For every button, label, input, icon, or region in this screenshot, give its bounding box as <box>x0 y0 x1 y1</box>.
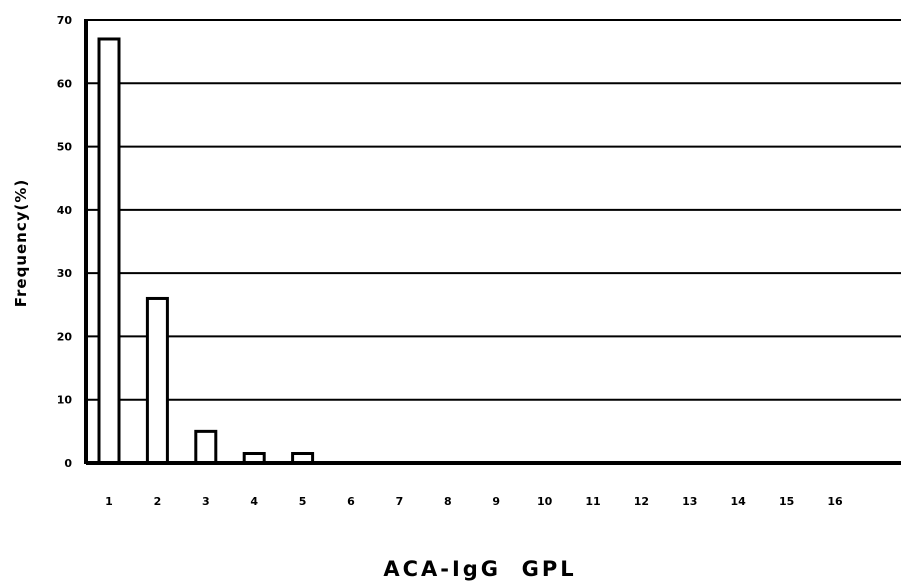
bar-2 <box>145 296 169 465</box>
x-tick-label: 16 <box>827 495 843 508</box>
x-tick-label: 7 <box>396 495 404 508</box>
x-tick-label: 13 <box>682 495 697 508</box>
x-tick-label: 5 <box>299 495 307 508</box>
bar-1 <box>97 37 121 465</box>
x-tick-label: 6 <box>347 495 355 508</box>
y-tick-label: 50 <box>57 141 73 154</box>
y-tick-label: 40 <box>57 204 73 217</box>
x-tick-label: 2 <box>154 495 162 508</box>
x-tick-label: 14 <box>731 495 747 508</box>
x-tick-label: 15 <box>779 495 794 508</box>
x-tick-label: 11 <box>585 495 600 508</box>
x-axis-label: ACA-IgG GPL <box>383 557 576 581</box>
y-tick-label: 60 <box>57 77 73 90</box>
y-tick-labels: 0 10 20 30 40 50 60 70 <box>57 14 73 470</box>
y-tick-label: 20 <box>57 330 73 343</box>
y-tick-label: 0 <box>64 457 72 470</box>
y-tick-label: 10 <box>57 394 73 407</box>
axes <box>84 19 901 465</box>
y-tick-label: 70 <box>57 14 73 27</box>
x-tick-label: 3 <box>202 495 210 508</box>
bar-3 <box>194 429 218 465</box>
x-tick-label: 12 <box>634 495 649 508</box>
x-tick-label: 9 <box>492 495 500 508</box>
y-tick-label: 30 <box>57 267 73 280</box>
x-tick-label: 10 <box>537 495 553 508</box>
x-tick-label: 4 <box>250 495 258 508</box>
x-tick-labels: 1 2 3 4 5 6 7 8 9 10 11 12 13 14 15 16 <box>105 495 843 508</box>
x-tick-label: 8 <box>444 495 452 508</box>
gridlines <box>86 19 901 401</box>
y-axis-label: Frequency(%) <box>12 179 30 308</box>
x-tick-label: 1 <box>105 495 113 508</box>
